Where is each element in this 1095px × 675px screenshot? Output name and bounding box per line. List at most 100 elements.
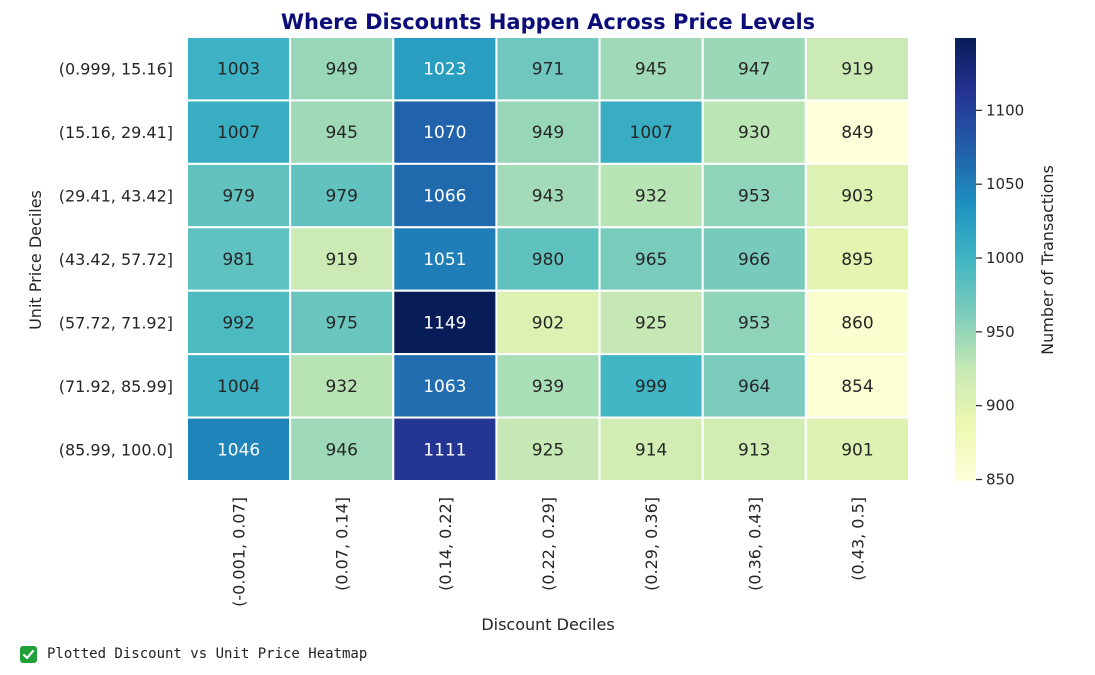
heatmap-cell (186, 289, 292, 356)
cell-value-label: 901 (841, 440, 873, 460)
colorbar-tick-label: 1100 (986, 101, 1024, 119)
y-tick-label: (43.42, 57.72] (59, 250, 173, 269)
cell-value-label: 913 (738, 440, 770, 460)
cell-value-label: 945 (325, 123, 357, 143)
status-text: Plotted Discount vs Unit Price Heatmap (47, 646, 368, 662)
y-tick-label: (57.72, 71.92] (59, 313, 173, 332)
x-tick-label: (0.14, 0.22] (436, 497, 455, 591)
cell-value-label: 925 (635, 313, 667, 333)
cell-value-label: 965 (635, 250, 667, 270)
x-tick-label: (0.43, 0.5] (848, 497, 867, 581)
cell-value-label: 919 (325, 250, 357, 270)
x-tick-label: (0.29, 0.36] (642, 497, 661, 591)
cell-value-label: 1051 (423, 250, 466, 270)
cell-value-label: 1111 (423, 440, 466, 460)
colorbar-tick-label: 950 (986, 323, 1015, 341)
cell-value-label: 946 (325, 440, 357, 460)
cell-value-label: 1007 (630, 123, 673, 143)
heatmap-cell (804, 416, 910, 483)
heatmap-cell (186, 36, 292, 102)
cell-value-label: 932 (325, 377, 357, 397)
heatmap-cell (804, 162, 910, 229)
y-tick-label: (71.92, 85.99] (59, 377, 173, 396)
heatmap-cell (289, 162, 395, 229)
y-axis-ticks: (0.999, 15.16] (15.16, 29.41] (29.41, 43.4… (59, 60, 173, 460)
colorbar-tick-label: 900 (986, 397, 1015, 415)
x-axis-ticks: (-0.001, 0.07] (0.07, 0.14] (0.14, 0.22] (0… (230, 497, 868, 607)
heatmap-cell (598, 162, 704, 229)
colorbar (955, 38, 976, 481)
cell-value-label: 953 (738, 313, 770, 333)
cell-value-label: 895 (841, 250, 873, 270)
heatmap-cell (598, 416, 704, 483)
heatmap-cell (701, 226, 807, 292)
cell-value-label: 1070 (423, 123, 466, 143)
cell-value-label: 860 (841, 313, 873, 333)
x-tick-label: (-0.001, 0.07] (230, 497, 249, 607)
cell-value-label: 939 (532, 377, 564, 397)
cell-value-label: 1007 (217, 123, 260, 143)
x-tick-label: (0.36, 0.43] (745, 497, 764, 591)
x-tick-label: (0.22, 0.29] (539, 497, 558, 591)
heatmap-cell (598, 99, 704, 165)
y-tick-label: (29.41, 43.42] (59, 187, 173, 206)
cell-value-label: 992 (222, 313, 254, 333)
heatmap-cell (701, 416, 807, 483)
colorbar-tick-label: 850 (986, 471, 1015, 489)
heatmap-cell (392, 162, 498, 229)
colorbar-tick-label: 1000 (986, 249, 1024, 267)
cell-value-label: 980 (532, 250, 564, 270)
heatmap-cell (186, 353, 292, 419)
heatmap-cell (289, 353, 395, 419)
cell-value-label: 943 (532, 187, 564, 207)
heatmap-cell (289, 226, 395, 292)
cell-value-label: 966 (738, 250, 770, 270)
cell-value-label: 925 (532, 440, 564, 460)
cell-value-label: 1046 (217, 440, 260, 460)
check-mark-icon (20, 645, 37, 663)
heatmap-cell (186, 99, 292, 165)
y-tick-label: (0.999, 15.16] (59, 60, 173, 79)
x-tick-label: (0.07, 0.14] (333, 497, 352, 591)
heatmap-cell (701, 162, 807, 229)
cell-value-label: 1004 (217, 377, 260, 397)
cell-value-label: 932 (635, 187, 667, 207)
cell-value-label: 964 (738, 377, 770, 397)
cell-value-label: 1063 (423, 377, 466, 397)
cell-value-label: 971 (532, 60, 564, 80)
heatmap-cell (186, 226, 292, 292)
cell-value-label: 849 (841, 123, 873, 143)
status-line: Plotted Discount vs Unit Price Heatmap (20, 644, 367, 664)
x-axis-label: Discount Deciles (481, 615, 614, 634)
heatmap-cell (804, 226, 910, 292)
cell-value-label: 903 (841, 187, 873, 207)
heatmap-cells: 1003 949 1023 971 945 947 919 1007 945 1070 949 100… (186, 36, 910, 483)
cell-value-label: 979 (325, 187, 357, 207)
cell-value-label: 854 (841, 377, 873, 397)
heatmap-cell (804, 99, 910, 165)
cell-value-label: 919 (841, 60, 873, 80)
heatmap-cell (598, 353, 704, 419)
y-tick-label: (15.16, 29.41] (59, 123, 173, 142)
y-axis-label: Unit Price Deciles (26, 190, 45, 330)
heatmap-cell (701, 36, 807, 102)
cell-value-label: 945 (635, 60, 667, 80)
cell-value-label: 981 (222, 250, 254, 270)
heatmap-cell (495, 416, 601, 483)
heatmap-cell (392, 416, 498, 483)
cell-value-label: 999 (635, 377, 667, 397)
heatmap-chart: Where Discounts Happen Across Price Leve… (26, 10, 1057, 634)
cell-value-label: 979 (222, 187, 254, 207)
cell-value-label: 1066 (423, 187, 466, 207)
heatmap-cell (392, 99, 498, 165)
heatmap-cell (804, 353, 910, 419)
colorbar-label: Number of Transactions (1038, 165, 1057, 355)
cell-value-label: 949 (532, 123, 564, 143)
heatmap-cell (392, 289, 498, 356)
heatmap-cell (495, 162, 601, 229)
cell-value-label: 914 (635, 440, 667, 460)
cell-value-label: 947 (738, 60, 770, 80)
colorbar-tick-label: 1050 (986, 175, 1024, 193)
cell-value-label: 930 (738, 123, 770, 143)
cell-value-label: 1149 (423, 313, 466, 333)
